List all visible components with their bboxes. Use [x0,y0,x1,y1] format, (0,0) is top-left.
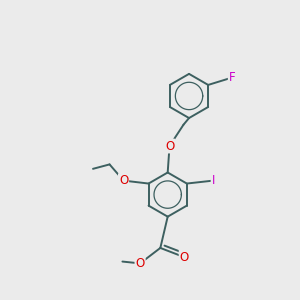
Text: I: I [212,174,215,187]
Text: O: O [136,257,145,270]
Text: F: F [229,71,236,84]
Text: O: O [180,250,189,264]
Text: O: O [165,140,174,152]
Text: O: O [119,174,128,187]
